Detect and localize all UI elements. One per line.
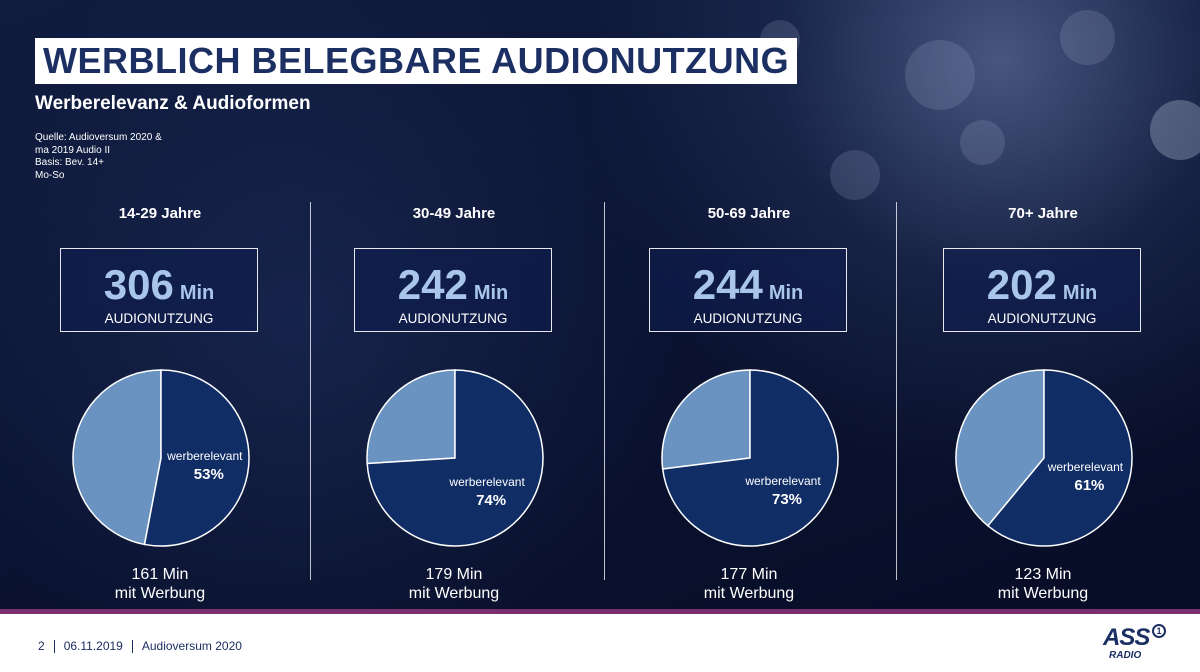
pie-chart: werberelevant 73% [661,369,839,547]
audio-usage-value: 202 [986,261,1057,308]
ad-minutes-value: 123 Min [1014,566,1072,583]
logo-wordmark: ASS [1103,624,1150,651]
column-divider [604,202,605,580]
audio-usage-box: 244 Min AUDIONUTZUNG [649,248,847,332]
ass-radio-logo: ASS 1 RADIO [1103,622,1169,668]
ad-minutes-caption: 123 Min mit Werbung [896,565,1190,603]
bokeh-decoration [830,150,880,200]
bokeh-decoration [960,120,1005,165]
audio-usage-box: 202 Min AUDIONUTZUNG [943,248,1141,332]
bokeh-decoration [1150,100,1200,160]
age-group-column: 70+ Jahre 202 Min AUDIONUTZUNG werberelev… [896,205,1190,605]
audio-usage-unit: Min [179,282,215,304]
pie-slice-other [366,369,456,465]
audio-usage-value: 242 [397,261,468,308]
pie-slice-werberelevant [986,369,1133,547]
footer-date: 06.11.2019 [63,639,123,653]
footer-separator [131,639,133,653]
pie-slice-other [72,369,162,546]
age-group-column: 30-49 Jahre 242 Min AUDIONUTZUNG werberel… [307,205,601,605]
audio-usage-box: 306 Min AUDIONUTZUNG [60,248,258,332]
pie-percent-label: 61% [1074,477,1104,494]
audio-usage-unit: Min [1062,282,1098,304]
page-subtitle: Werberelevanz & Audioformen [35,93,311,114]
pie-slice-werberelevant [661,369,839,547]
pie-slice-werberelevant [366,369,544,547]
column-divider [310,202,311,580]
source-line: ma 2019 Audio II [35,144,111,156]
age-group-label: 50-69 Jahre [707,205,791,222]
source-note: Quelle: Audioversum 2020 & ma 2019 Audio… [35,132,162,182]
age-group-label: 70+ Jahre [1008,205,1078,222]
audio-usage-label: AUDIONUTZUNG [398,311,508,326]
pie-chart: werberelevant 74% [366,369,544,547]
ad-minutes-value: 161 Min [131,566,189,583]
age-group-column: 50-69 Jahre 244 Min AUDIONUTZUNG werberel… [602,205,896,605]
pie-percent-label: 73% [772,491,802,508]
audio-usage-box: 242 Min AUDIONUTZUNG [354,248,552,332]
source-line: Quelle: Audioversum 2020 & [35,132,162,143]
bokeh-decoration [905,40,975,110]
ad-minutes-label: mit Werbung [703,585,795,602]
audio-usage-value: 244 [692,261,763,308]
source-line: Basis: Bev. 14+ [35,157,105,168]
audio-usage-unit: Min [473,282,509,304]
age-group-column: 14-29 Jahre 306 Min AUDIONUTZUNG werberel… [13,205,307,605]
ad-minutes-value: 177 Min [720,566,778,583]
ad-minutes-caption: 179 Min mit Werbung [307,565,601,603]
pie-chart: werberelevant 61% [955,369,1133,547]
pie-category-label: werberelevant [1047,460,1124,474]
footer: 2 06.11.2019 Audioversum 2020 [38,639,242,653]
ad-minutes-label: mit Werbung [997,585,1089,602]
pie-slice-other [661,369,751,470]
audio-usage-label: AUDIONUTZUNG [104,311,214,326]
pie-percent-label: 53% [194,466,224,483]
pie-category-label: werberelevant [448,475,525,489]
source-line: Mo-So [35,169,65,181]
audio-usage-unit: Min [768,282,804,304]
age-group-label: 14-29 Jahre [118,205,202,222]
column-divider [896,202,897,580]
age-group-label: 30-49 Jahre [412,205,496,222]
audio-usage-label: AUDIONUTZUNG [693,311,803,326]
bokeh-decoration [1060,10,1115,65]
audio-usage-value: 306 [103,261,174,308]
page-title: WERBLICH BELEGBARE AUDIONUTZUNG [43,40,790,81]
ad-minutes-caption: 177 Min mit Werbung [602,565,896,603]
footer-separator [53,639,55,653]
pie-category-label: werberelevant [166,449,243,463]
pie-category-label: werberelevant [744,474,821,488]
ad-minutes-value: 179 Min [425,566,483,583]
audio-usage-label: AUDIONUTZUNG [987,311,1097,326]
ad-minutes-caption: 161 Min mit Werbung [13,565,307,603]
ard-logo-icon: 1 [1152,624,1166,638]
pie-chart: werberelevant 53% [72,369,250,547]
logo-subtext: RADIO [1109,650,1142,661]
pie-slice-werberelevant [143,369,250,547]
pie-percent-label: 74% [476,492,506,509]
footer-source: Audioversum 2020 [141,639,242,653]
ad-minutes-label: mit Werbung [408,585,500,602]
accent-bar [0,609,1200,614]
pie-slice-other [955,369,1045,527]
title-box: WERBLICH BELEGBARE AUDIONUTZUNG [35,38,798,84]
ad-minutes-label: mit Werbung [114,585,206,602]
page-number: 2 [38,639,45,653]
